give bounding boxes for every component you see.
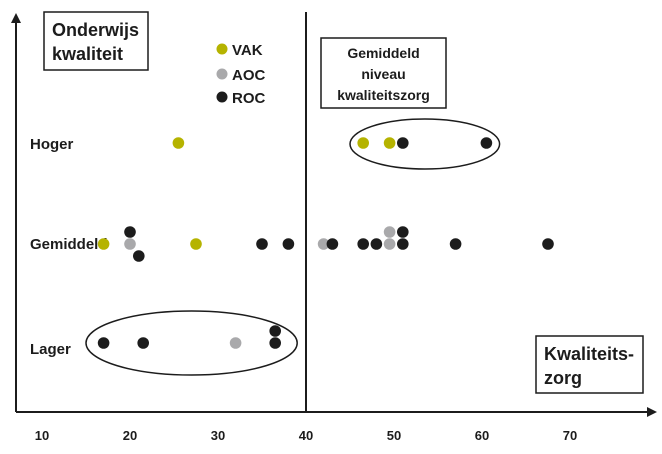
x-tick-label: 20 [123, 428, 137, 443]
x-tick-labels: 10 20 30 40 50 60 70 [35, 428, 577, 443]
data-point-roc [357, 238, 370, 250]
category-label-gemiddeld: Gemiddeld [30, 236, 108, 253]
data-point-aoc [383, 226, 396, 238]
data-point-roc [449, 238, 462, 250]
group-ellipse-hoger [349, 118, 501, 170]
group-ellipse-lager [85, 310, 298, 376]
data-point-roc [542, 238, 554, 250]
data-point-roc [137, 337, 149, 349]
legend-label-aoc: AOC [232, 67, 266, 84]
x-tick-label: 70 [563, 428, 577, 443]
legend-swatch-roc [216, 91, 228, 103]
data-point-roc [370, 238, 383, 250]
legend-swatch-vak [216, 43, 228, 55]
legend: VAK AOC ROC [216, 42, 266, 107]
data-point-aoc [124, 238, 136, 250]
legend-swatch-aoc [216, 68, 228, 80]
x-axis-title-line-1: Kwaliteits- [544, 344, 634, 364]
x-tick-label: 40 [299, 428, 313, 443]
x-tick-label: 50 [387, 428, 401, 443]
x-tick-label: 60 [475, 428, 489, 443]
reference-label-line-3: kwaliteitszorg [337, 87, 430, 103]
category-label-lager: Lager [30, 341, 71, 358]
x-axis-title-line-2: zorg [544, 368, 582, 388]
x-tick-label: 30 [211, 428, 225, 443]
y-axis-title-line-2: kwaliteit [52, 44, 123, 64]
data-point-vak [172, 137, 185, 149]
data-point-vak [383, 137, 396, 149]
data-point-roc [397, 137, 409, 149]
x-tick-label: 10 [35, 428, 49, 443]
data-point-vak [357, 137, 370, 149]
circled-groups [85, 118, 501, 376]
data-point-aoc [383, 238, 396, 250]
data-point-roc [480, 137, 493, 149]
data-point-roc [124, 226, 136, 238]
y-axis-title-line-1: Onderwijs [52, 20, 139, 40]
data-point-vak [190, 238, 202, 250]
data-point-roc [397, 238, 409, 250]
data-point-roc [326, 238, 339, 250]
data-point-roc [256, 238, 268, 250]
x-axis-title-box [535, 335, 644, 394]
legend-label-roc: ROC [232, 90, 266, 107]
category-label-hoger: Hoger [30, 136, 74, 153]
data-point-aoc [317, 238, 330, 250]
y-axis-title-box [43, 11, 149, 71]
data-points [97, 137, 554, 349]
reference-label-line-2: niveau [361, 66, 405, 82]
data-point-roc [133, 250, 145, 262]
data-point-vak [97, 238, 110, 250]
legend-label-vak: VAK [232, 42, 263, 59]
reference-label-line-1: Gemiddeld [347, 45, 419, 61]
data-point-roc [269, 337, 282, 349]
data-point-roc [282, 238, 295, 250]
data-point-roc [97, 337, 110, 349]
reference-label-box [320, 37, 447, 109]
data-point-roc [397, 226, 409, 238]
data-point-roc [269, 325, 282, 337]
data-point-aoc [229, 337, 242, 349]
